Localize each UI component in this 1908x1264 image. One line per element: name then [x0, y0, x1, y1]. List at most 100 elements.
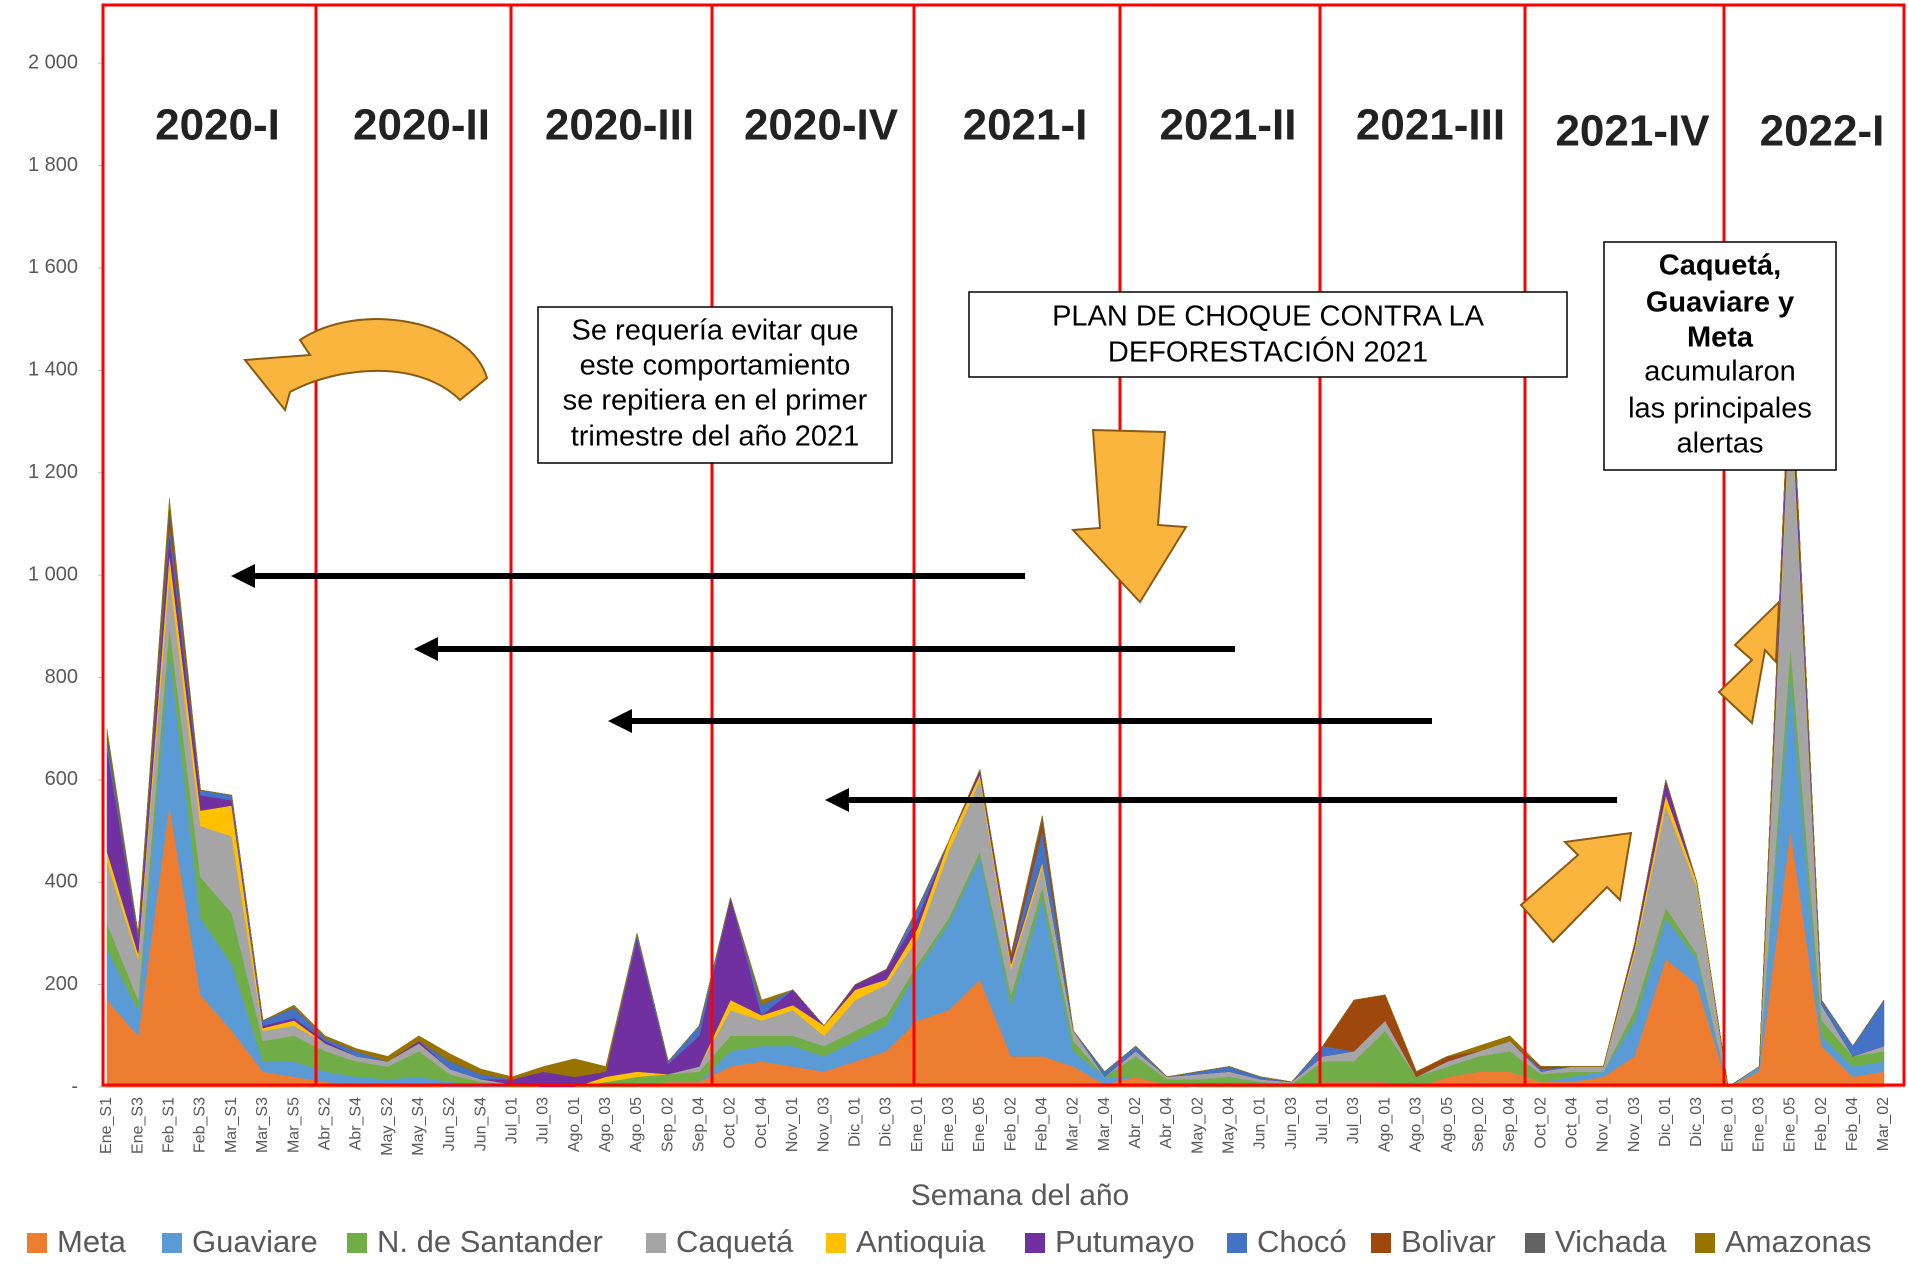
x-tick-label: Mar_S3 — [254, 1097, 271, 1153]
x-tick-label: Feb_04 — [1844, 1097, 1861, 1151]
x-tick-label: Ene_S1 — [98, 1097, 115, 1154]
x-tick-label: Feb_04 — [1033, 1097, 1050, 1151]
x-tick-label: Jun_S2 — [441, 1097, 458, 1151]
y-tick-label: 1 400 — [28, 359, 78, 381]
x-tick-label: Mar_02 — [1065, 1097, 1082, 1151]
x-tick-label: Nov_01 — [1595, 1097, 1612, 1152]
up-arrow — [1719, 602, 1779, 723]
x-tick-label: Sep_02 — [1470, 1097, 1487, 1152]
down-arrow — [1073, 430, 1186, 602]
y-tick-label: - — [71, 1075, 78, 1097]
annotation-text: Caquetá, — [1659, 250, 1781, 282]
legend-label: Amazonas — [1725, 1224, 1871, 1259]
x-tick-label: Ene_03 — [940, 1097, 957, 1152]
up-arrow — [1521, 833, 1631, 942]
x-tick-label: Abr_02 — [1127, 1097, 1144, 1149]
x-tick-label: Mar_04 — [1096, 1097, 1113, 1151]
x-tick-label: May_S4 — [410, 1097, 427, 1156]
annotation-text: acumularon — [1644, 356, 1796, 388]
y-tick-label: 1 000 — [28, 563, 78, 585]
period-label: 2020-IV — [744, 101, 899, 150]
y-tick-label: 1 200 — [28, 461, 78, 483]
legend-swatch — [646, 1233, 666, 1253]
legend-swatch — [1695, 1233, 1715, 1253]
y-tick-label: 1 600 — [28, 256, 78, 278]
x-tick-label: Ene_05 — [1782, 1097, 1799, 1152]
arrow-head — [608, 709, 632, 733]
annotation-text: las principales — [1628, 393, 1812, 425]
x-tick-label: Ene_01 — [909, 1097, 926, 1152]
y-tick-label: 200 — [45, 973, 78, 995]
annotation-text: Meta — [1687, 322, 1754, 354]
period-label: 2021-IV — [1555, 107, 1710, 156]
x-tick-label: Dic_01 — [1657, 1097, 1674, 1147]
annotation-text: alertas — [1676, 428, 1763, 460]
x-tick-label: Sep_04 — [1501, 1097, 1518, 1152]
x-tick-label: Mar_S1 — [223, 1097, 240, 1153]
period-label: 2020-I — [155, 101, 280, 150]
legend-swatch — [1525, 1233, 1545, 1253]
legend-label: Putumayo — [1055, 1224, 1195, 1259]
x-tick-label: Jul_01 — [503, 1097, 520, 1144]
annotation-text: Guaviare y — [1646, 287, 1794, 319]
legend-label: Bolivar — [1401, 1224, 1496, 1259]
x-tick-label: Ago_01 — [566, 1097, 583, 1152]
x-tick-label: Feb_S1 — [161, 1097, 178, 1153]
x-tick-label: Jun_01 — [1252, 1097, 1269, 1150]
legend-label: Antioquia — [856, 1224, 986, 1259]
x-tick-label: Oct_02 — [722, 1097, 739, 1149]
x-tick-label: Nov_03 — [1626, 1097, 1643, 1152]
annotation-text: se repitiera en el primer — [563, 385, 868, 417]
period-label: 2020-II — [353, 101, 490, 150]
x-tick-label: Dic_03 — [1688, 1097, 1705, 1147]
curved-arrow — [245, 319, 487, 410]
arrow-head — [414, 637, 438, 661]
annotation-text: trimestre del año 2021 — [571, 421, 860, 453]
legend-label: Caquetá — [676, 1224, 794, 1259]
period-label: 2020-III — [545, 101, 694, 150]
x-tick-label: May_02 — [1189, 1097, 1206, 1154]
legend-label: Guaviare — [192, 1224, 318, 1259]
arrow-head — [231, 564, 255, 588]
x-tick-label: Abr_S4 — [348, 1097, 365, 1150]
arrow-head — [825, 788, 849, 812]
period-label: 2021-III — [1356, 101, 1505, 150]
x-tick-label: Jul_01 — [1314, 1097, 1331, 1144]
x-tick-label: Ago_03 — [1408, 1097, 1425, 1152]
legend-label: Vichada — [1555, 1224, 1667, 1259]
x-tick-label: Mar_02 — [1875, 1097, 1892, 1151]
x-tick-label: Feb_S3 — [192, 1097, 209, 1153]
period-label: 2022-I — [1760, 107, 1885, 156]
annotation-text: este comportamiento — [580, 350, 851, 382]
legend-swatch — [347, 1233, 367, 1253]
x-tick-label: Nov_03 — [815, 1097, 832, 1152]
y-tick-label: 2 000 — [28, 51, 78, 73]
legend-swatch — [826, 1233, 846, 1253]
y-tick-label: 600 — [45, 768, 78, 790]
x-tick-label: Feb_02 — [1002, 1097, 1019, 1151]
x-tick-label: Dic_01 — [846, 1097, 863, 1147]
x-tick-label: Sep_04 — [691, 1097, 708, 1152]
x-tick-label: Oct_04 — [753, 1097, 770, 1149]
x-axis-title: Semana del año — [911, 1179, 1130, 1212]
period-label: 2021-II — [1160, 101, 1297, 150]
legend-label: Chocó — [1257, 1224, 1347, 1259]
x-tick-label: Jun_S4 — [472, 1097, 489, 1151]
x-tick-label: May_S2 — [379, 1097, 396, 1156]
x-tick-label: Ene_01 — [1719, 1097, 1736, 1152]
legend-swatch — [1371, 1233, 1391, 1253]
x-tick-label: Sep_02 — [659, 1097, 676, 1152]
x-tick-label: Mar_S5 — [285, 1097, 302, 1153]
x-tick-label: Oct_04 — [1563, 1097, 1580, 1149]
x-tick-label: Nov_01 — [784, 1097, 801, 1152]
x-tick-label: Jun_03 — [1283, 1097, 1300, 1150]
annotation-text: Se requería evitar que — [572, 315, 859, 347]
x-tick-label: Ago_01 — [1376, 1097, 1393, 1152]
x-tick-label: May_04 — [1221, 1097, 1238, 1154]
legend-swatch — [1025, 1233, 1045, 1253]
period-box — [511, 5, 712, 1085]
legend-label: Meta — [57, 1224, 127, 1259]
annotation-text: DEFORESTACIÓN 2021 — [1108, 336, 1428, 369]
legend-swatch — [162, 1233, 182, 1253]
y-tick-label: 400 — [45, 871, 78, 893]
